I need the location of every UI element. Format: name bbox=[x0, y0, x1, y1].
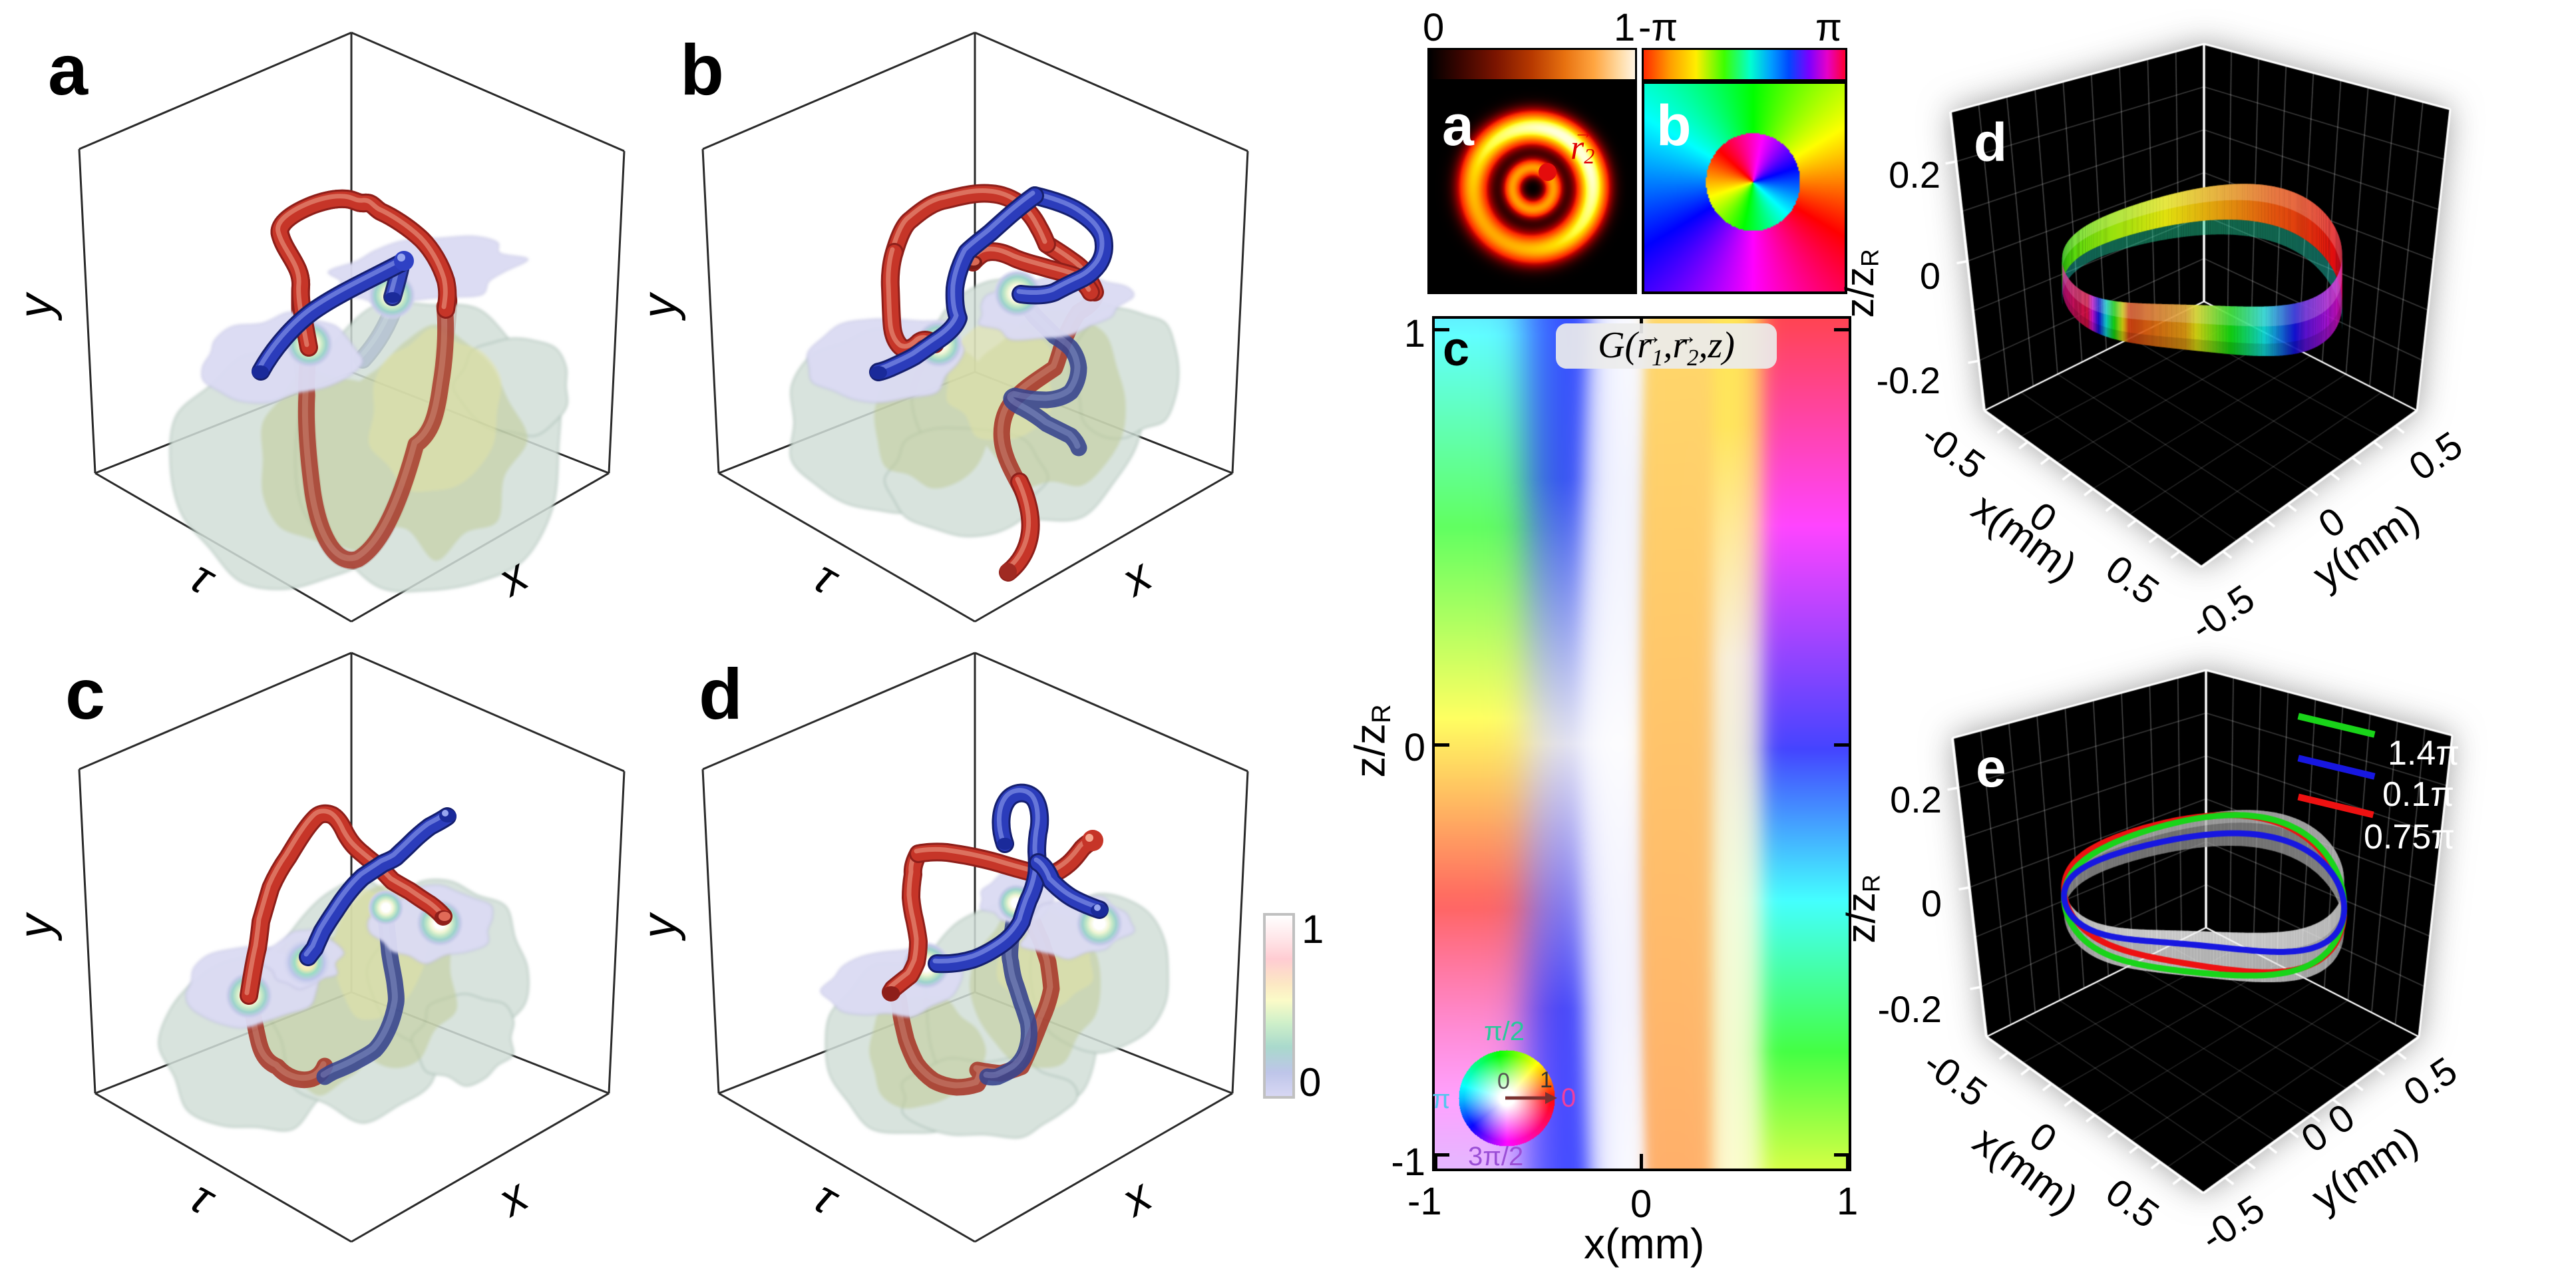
svg-text:y: y bbox=[633, 912, 686, 942]
svg-text:τ: τ bbox=[805, 550, 848, 606]
svg-text:x: x bbox=[488, 548, 538, 606]
svg-text:y: y bbox=[9, 291, 63, 321]
svg-text:y: y bbox=[9, 912, 63, 942]
svg-text:x: x bbox=[1111, 548, 1161, 606]
svg-text:τ: τ bbox=[182, 1171, 225, 1226]
svg-text:x: x bbox=[1111, 1168, 1161, 1226]
svg-text:x: x bbox=[488, 1168, 538, 1226]
svg-text:τ: τ bbox=[805, 1171, 848, 1226]
svg-text:τ: τ bbox=[182, 550, 225, 606]
svg-text:y: y bbox=[633, 291, 686, 321]
